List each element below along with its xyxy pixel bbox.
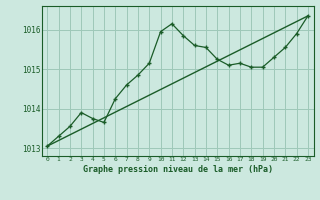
X-axis label: Graphe pression niveau de la mer (hPa): Graphe pression niveau de la mer (hPa) xyxy=(83,165,273,174)
